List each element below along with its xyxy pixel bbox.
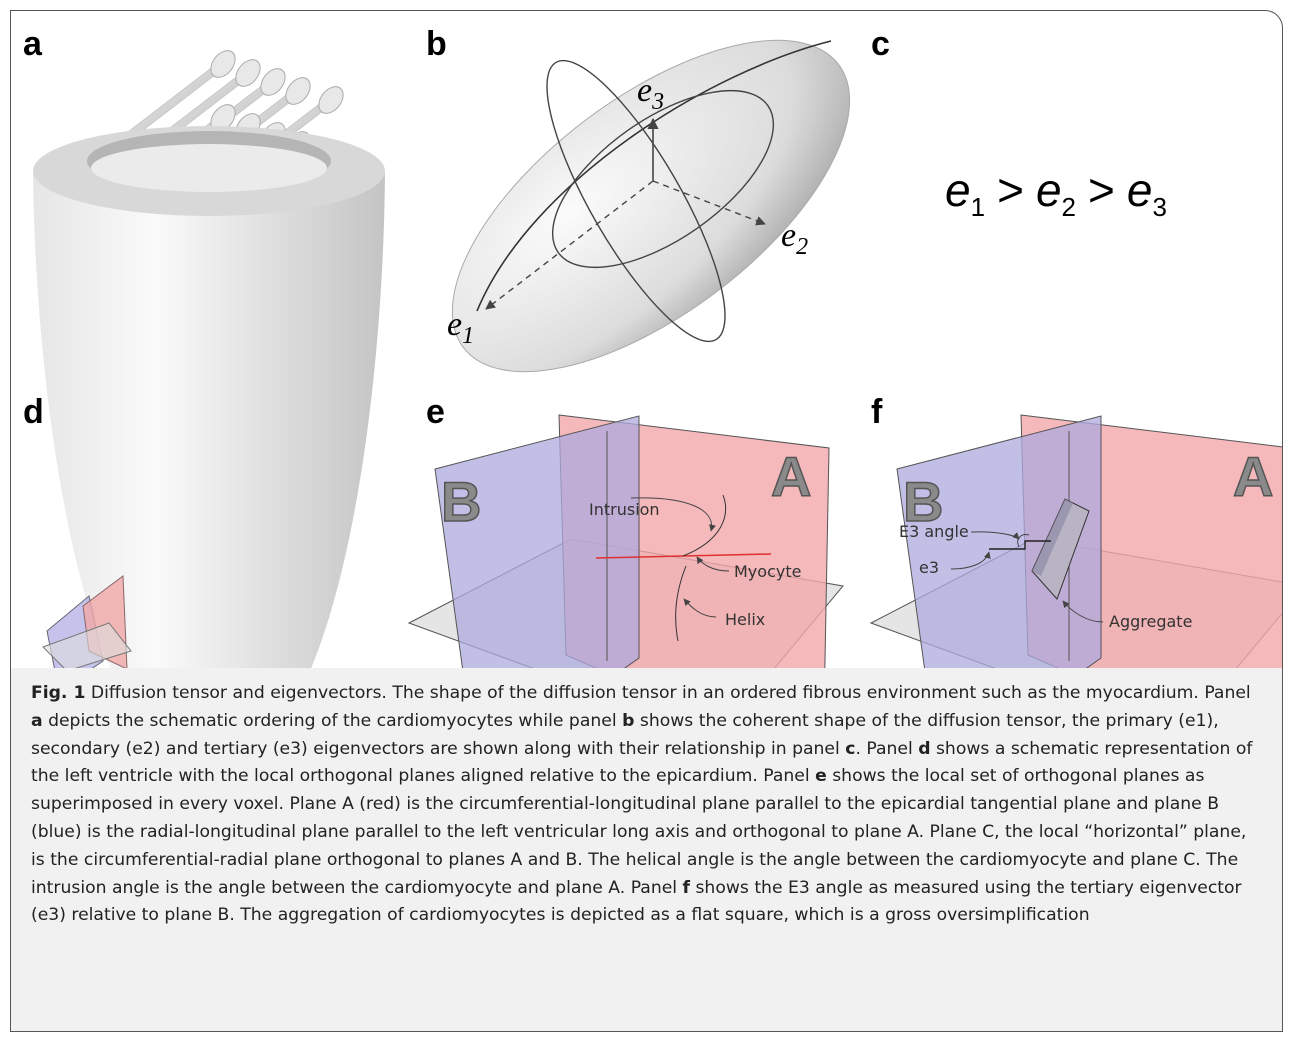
subscript: 2 [796, 234, 808, 260]
annotation: e3 [919, 558, 939, 577]
symbol: e [1127, 164, 1153, 216]
subscript: 1 [971, 192, 985, 222]
panel-label: e [426, 393, 445, 431]
symbol: e [637, 72, 652, 109]
annotation: Intrusion [589, 500, 660, 519]
orthogonal-planes: BAC [409, 415, 843, 668]
annotation: Aggregate [1109, 612, 1192, 631]
subscript: 1 [462, 323, 474, 349]
plane-label: A [771, 445, 811, 508]
figure: BAC BAC Intrusion Myocyte Helix E3 angle… [10, 10, 1283, 1032]
panel-label: b [426, 25, 447, 63]
symbol: e [945, 164, 971, 216]
caption-segment: depicts the schematic ordering of the ca… [43, 711, 622, 731]
caption-segment: d [918, 739, 930, 759]
caption-segment: f [683, 878, 690, 898]
symbol: e [781, 217, 796, 254]
plane-label: A [1233, 445, 1273, 508]
eigenvalue-relation: e1>e2>e3 [945, 164, 1167, 222]
caption-text: Diffusion tensor and eigenvectors. The s… [31, 683, 1252, 925]
caption-segment: b [622, 711, 634, 731]
caption-segment: e [815, 766, 827, 786]
annotation: Myocyte [734, 562, 801, 581]
symbol: e [447, 306, 462, 343]
caption-segment: a [31, 711, 43, 731]
plane-label: B [441, 470, 481, 533]
caption-label: Fig. 1 [31, 683, 85, 703]
eigenvector-label: e2 [781, 217, 808, 260]
panel-label: c [871, 25, 890, 63]
panel-label: d [23, 393, 44, 431]
caption-segment: . Panel [855, 739, 918, 759]
caption-segment: Diffusion tensor and eigenvectors. The s… [85, 683, 1250, 703]
caption-segment: c [845, 739, 855, 759]
subscript: 3 [1152, 192, 1166, 222]
operator: > [997, 164, 1024, 216]
figure-panels: BAC BAC Intrusion Myocyte Helix E3 angle… [11, 11, 1282, 668]
symbol: e [1036, 164, 1062, 216]
panel-label: f [871, 393, 883, 431]
annotation: E3 angle [899, 522, 969, 541]
operator: > [1088, 164, 1115, 216]
annotation: Helix [725, 610, 765, 629]
subscript: 2 [1062, 192, 1076, 222]
figure-caption: Fig. 1 Diffusion tensor and eigenvectors… [11, 668, 1282, 1031]
plane-b [435, 416, 639, 668]
left-ventricle [33, 126, 385, 668]
panel-label: a [23, 25, 43, 63]
subscript: 3 [651, 89, 664, 115]
